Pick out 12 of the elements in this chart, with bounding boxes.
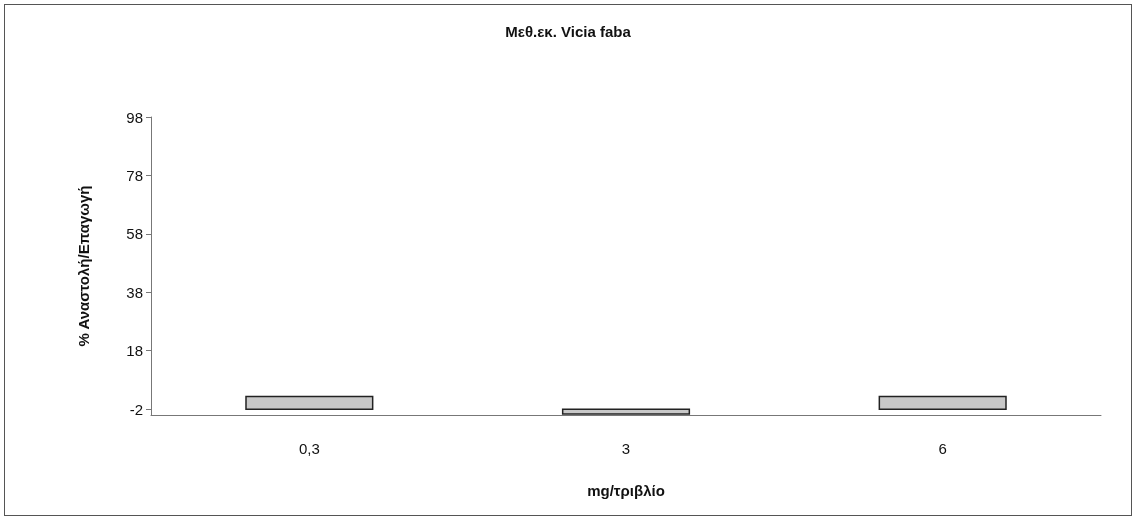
y-tick-label: 38	[126, 283, 143, 301]
x-tick-label: 6	[938, 440, 947, 457]
y-tick-label: 18	[126, 342, 143, 360]
x-axis-title: mg/τριβλίο	[587, 482, 665, 499]
chart-title: Μεθ.εκ. Vicia faba	[505, 23, 632, 40]
y-tick-label: 98	[126, 108, 143, 126]
x-tick-label: 0,3	[298, 440, 320, 457]
y-tick-label: -2	[129, 400, 143, 418]
y-tick-label: 78	[126, 166, 143, 184]
x-tick-label: 3	[621, 440, 631, 457]
y-axis-title: % Αναστολή/Επαγωγή	[75, 185, 92, 347]
y-tick-label: 58	[126, 225, 143, 243]
